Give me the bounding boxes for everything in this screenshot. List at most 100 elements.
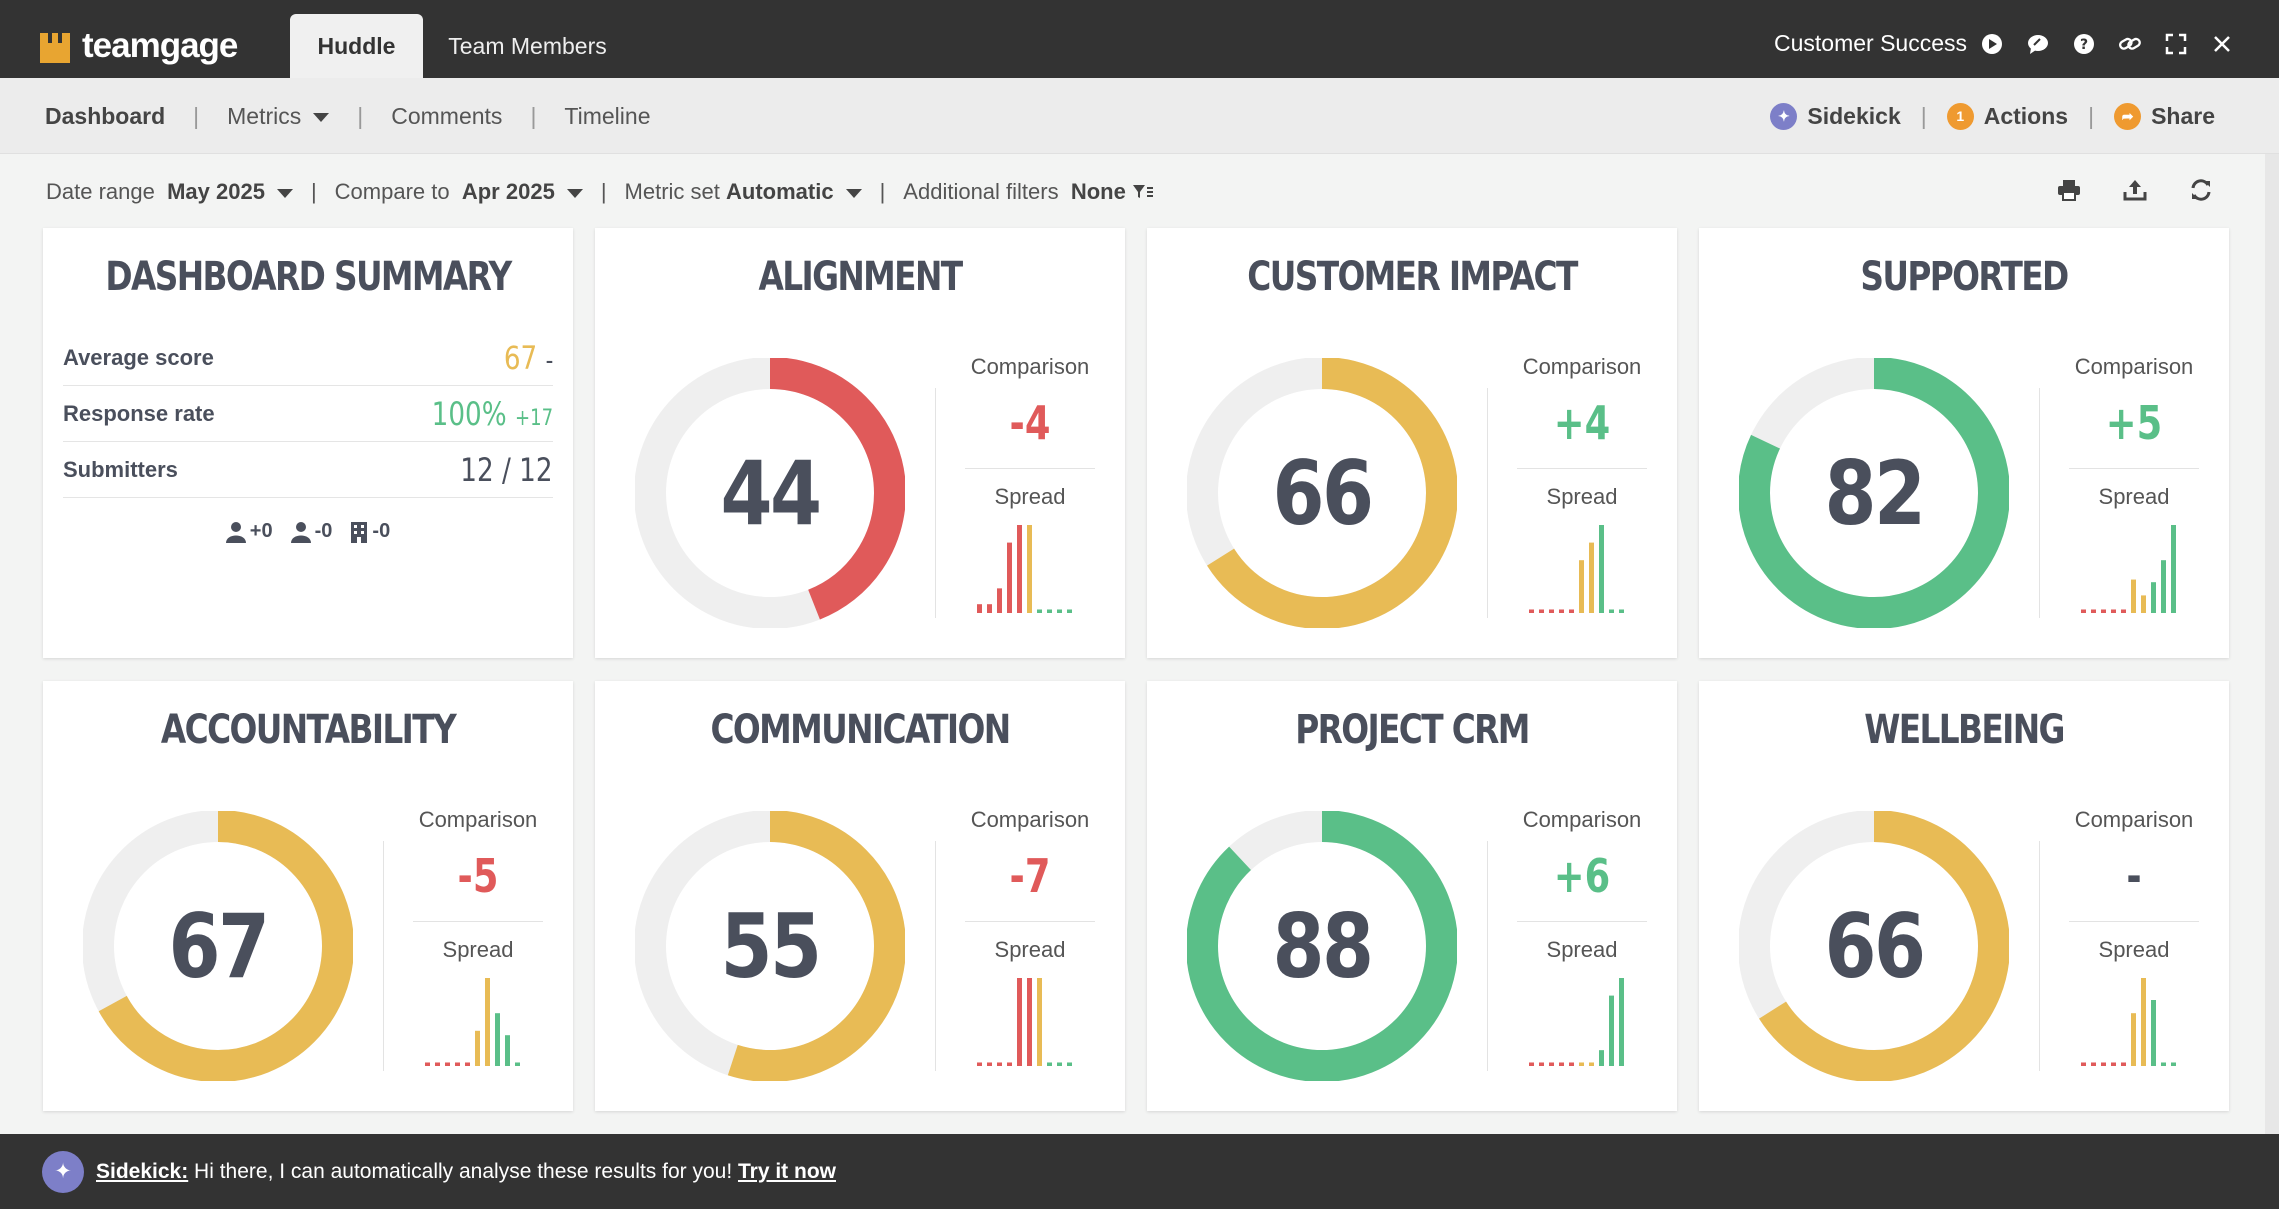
spread-bar bbox=[1529, 609, 1534, 613]
spread-bar bbox=[505, 1035, 510, 1066]
spread-bar bbox=[2141, 595, 2146, 613]
score-value: 66 bbox=[1824, 894, 1927, 998]
divider bbox=[965, 921, 1095, 922]
nav-dashboard[interactable]: Dashboard bbox=[45, 102, 166, 129]
additional-filters-select[interactable]: None bbox=[1071, 179, 1154, 205]
spread-label: Spread bbox=[994, 937, 1066, 962]
card-title: WELLBEING bbox=[1864, 707, 2065, 753]
spread-bar bbox=[1037, 609, 1042, 613]
spread-bar bbox=[2091, 1062, 2096, 1066]
actions-count-badge: 1 bbox=[1946, 102, 1974, 130]
svg-text:?: ? bbox=[2080, 37, 2088, 53]
spread-bar bbox=[2151, 582, 2156, 613]
nav-comments[interactable]: Comments bbox=[391, 102, 503, 129]
metric-card-project-crm[interactable]: PROJECT CRM 88 Comparison +6 Spread bbox=[1147, 681, 1677, 1111]
spread-bar bbox=[2091, 609, 2096, 613]
date-range-label: Date range bbox=[46, 179, 155, 204]
logo-text: teamgage bbox=[82, 26, 238, 65]
donut-arc bbox=[1187, 358, 1457, 628]
spread-bar bbox=[475, 1030, 480, 1066]
spread-chart bbox=[977, 978, 1072, 1066]
print-icon[interactable] bbox=[2055, 176, 2083, 204]
tab-huddle[interactable]: Huddle bbox=[290, 14, 423, 78]
spread-bar bbox=[1057, 1062, 1062, 1066]
spread-bar bbox=[1569, 1062, 1574, 1066]
donut-arc bbox=[1739, 811, 2009, 1081]
submitters-row: Submitters 12 / 12 bbox=[63, 442, 553, 498]
help-icon[interactable]: ? bbox=[2073, 33, 2095, 55]
spread-bar bbox=[1609, 995, 1614, 1066]
comparison-label: Comparison bbox=[1522, 354, 1642, 379]
divider bbox=[2069, 921, 2199, 922]
logo[interactable]: teamgage bbox=[40, 26, 238, 66]
spread-bar bbox=[1619, 609, 1624, 613]
comparison-label: Comparison bbox=[970, 807, 1090, 832]
try-it-now-link[interactable]: Try it now bbox=[737, 1159, 836, 1183]
spread-bar bbox=[1037, 978, 1042, 1066]
refresh-icon[interactable] bbox=[2187, 176, 2215, 204]
spread-bar bbox=[1057, 609, 1062, 613]
spread-bar bbox=[445, 1062, 450, 1066]
score-donut bbox=[1187, 811, 1457, 1081]
comparison-label: Comparison bbox=[2074, 354, 2194, 379]
metric-card-wellbeing[interactable]: WELLBEING 66 Comparison - Spread bbox=[1699, 681, 2229, 1111]
compare-select[interactable]: Apr 2025 bbox=[462, 179, 583, 205]
metric-card-alignment[interactable]: ALIGNMENT 44 Comparison -4 Spread bbox=[595, 228, 1125, 658]
spread-label: Spread bbox=[442, 937, 514, 962]
date-range-select[interactable]: May 2025 bbox=[167, 179, 293, 205]
sidekick-button[interactable]: ✦ Sidekick bbox=[1770, 102, 1901, 130]
metric-card-communication[interactable]: COMMUNICATION 55 Comparison -7 Spread bbox=[595, 681, 1125, 1111]
filter-bar: Date range May 2025 | Compare to Apr 202… bbox=[46, 170, 1154, 214]
spread-bar bbox=[1579, 1062, 1584, 1066]
spread-bar bbox=[2121, 609, 2126, 613]
comparison-label: Comparison bbox=[418, 807, 538, 832]
chat-icon[interactable] bbox=[2027, 33, 2049, 55]
spread-bar bbox=[1047, 1062, 1052, 1066]
spread-chart bbox=[2081, 978, 2176, 1066]
nav-bar: Dashboard | Metrics | Comments | Timelin… bbox=[0, 78, 2279, 154]
response-rate-value: 100% bbox=[431, 394, 507, 433]
team-name[interactable]: Customer Success bbox=[1773, 30, 1967, 56]
comparison-label: Comparison bbox=[2074, 807, 2194, 832]
divider bbox=[2039, 388, 2040, 618]
share-button[interactable]: ➦ Share bbox=[2114, 102, 2215, 130]
chevron-down-icon bbox=[845, 188, 862, 198]
metric-card-supported[interactable]: SUPPORTED 82 Comparison +5 Spread bbox=[1699, 228, 2229, 658]
metric-set-select[interactable]: Automatic bbox=[726, 179, 862, 205]
spread-bar bbox=[1067, 609, 1072, 613]
spread-bar bbox=[1027, 978, 1032, 1066]
score-donut bbox=[1739, 811, 2009, 1081]
spread-bar bbox=[1579, 560, 1584, 613]
sidekick-link[interactable]: Sidekick: bbox=[96, 1159, 189, 1183]
person-icon bbox=[225, 521, 246, 543]
scrollbar[interactable] bbox=[2265, 154, 2279, 1134]
nav-timeline[interactable]: Timeline bbox=[564, 102, 651, 129]
export-icon[interactable] bbox=[2121, 176, 2149, 204]
spread-bar bbox=[987, 604, 992, 613]
comparison-value: -4 bbox=[1009, 396, 1051, 450]
spread-bar bbox=[1589, 1062, 1594, 1066]
card-title: ACCOUNTABILITY bbox=[160, 707, 457, 753]
metric-card-accountability[interactable]: ACCOUNTABILITY 67 Comparison -5 Spread bbox=[43, 681, 573, 1111]
link-icon[interactable] bbox=[2119, 33, 2141, 55]
spread-bar bbox=[1539, 1062, 1544, 1066]
compare-label: Compare to bbox=[334, 179, 450, 204]
nav-metrics[interactable]: Metrics bbox=[227, 103, 330, 130]
spread-bar bbox=[1599, 525, 1604, 613]
metric-set-label: Metric set bbox=[624, 179, 720, 204]
spread-chart bbox=[1529, 525, 1624, 613]
additional-filters-label: Additional filters bbox=[903, 179, 1059, 204]
divider bbox=[935, 388, 936, 618]
member-changes: +0 -0 -0 bbox=[43, 520, 573, 543]
tab-team-members[interactable]: Team Members bbox=[448, 32, 607, 59]
comparison-value: - bbox=[2126, 849, 2142, 903]
actions-button[interactable]: 1 Actions bbox=[1946, 102, 2068, 130]
fullscreen-icon[interactable] bbox=[2165, 33, 2187, 55]
top-bar: teamgage Huddle Team Members Customer Su… bbox=[0, 0, 2279, 78]
play-icon[interactable] bbox=[1981, 33, 2003, 55]
metric-card-customer-impact[interactable]: CUSTOMER IMPACT 66 Comparison +4 Spread bbox=[1147, 228, 1677, 658]
spread-bar bbox=[1007, 542, 1012, 613]
spread-bar bbox=[2131, 579, 2136, 613]
comparison-label: Comparison bbox=[970, 354, 1090, 379]
close-icon[interactable] bbox=[2211, 33, 2233, 55]
